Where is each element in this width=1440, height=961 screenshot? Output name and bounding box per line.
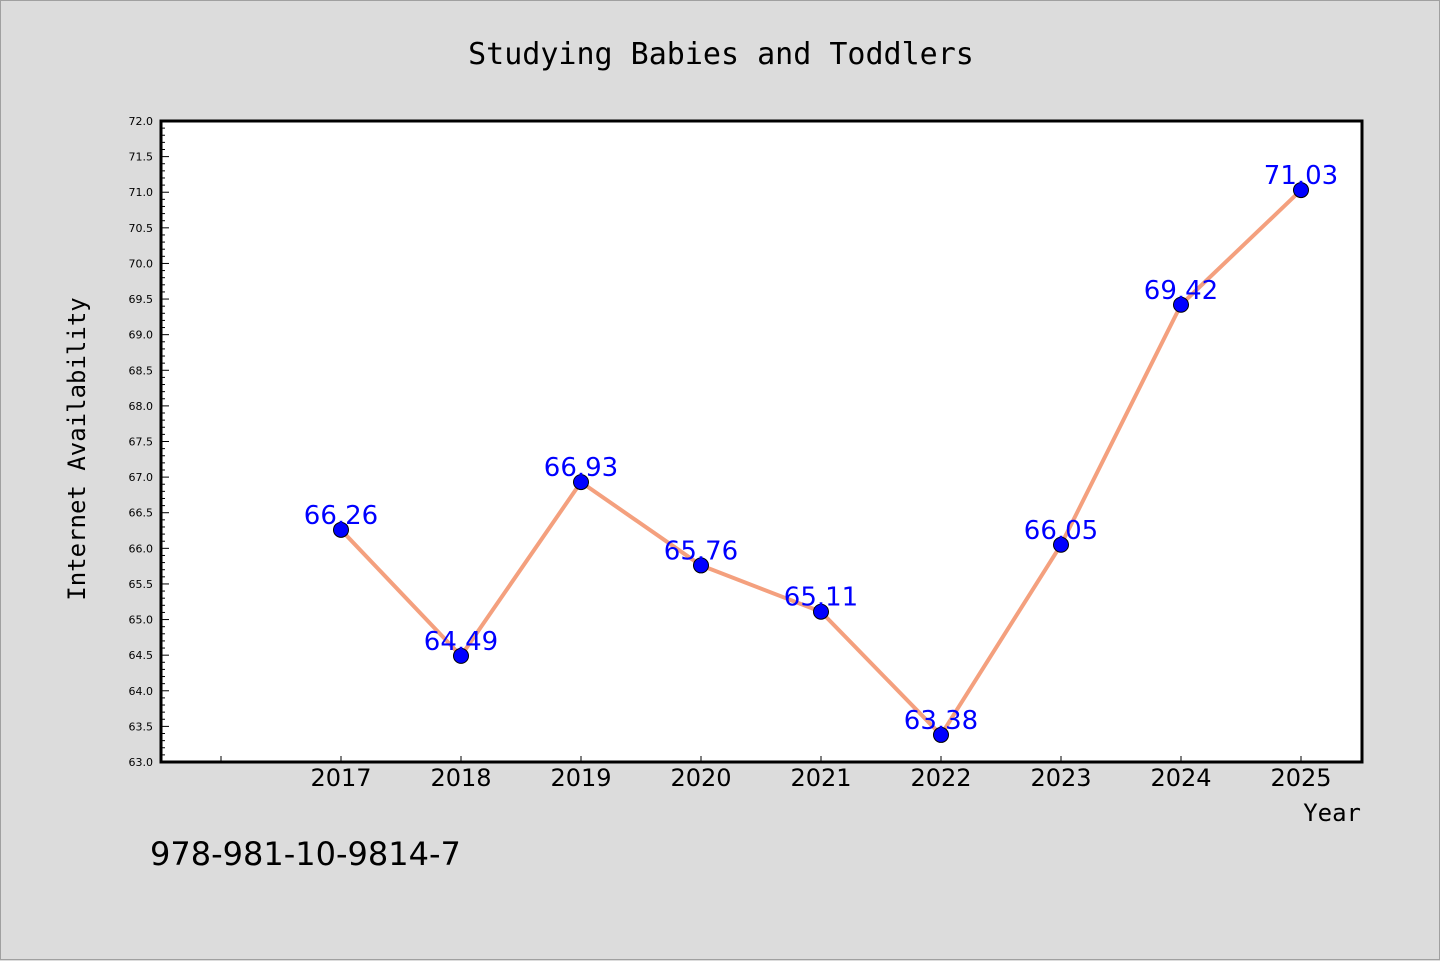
x-tick-label: 2017 — [310, 764, 371, 792]
data-point — [933, 726, 949, 743]
data-label: 71.03 — [1264, 161, 1338, 191]
y-tick-label: 64.5 — [129, 649, 154, 662]
y-tick-label: 67.0 — [129, 471, 154, 484]
y-tick-label: 68.0 — [129, 400, 154, 413]
x-axis-label: Year — [1303, 799, 1361, 827]
series-line — [333, 182, 1309, 743]
y-tick-label: 65.0 — [129, 614, 154, 627]
y-axis-label: Internet Availability — [63, 297, 91, 600]
data-labels: 66.26 64.49 66.93 65.76 65.11 63.38 66.05 69.42… — [304, 161, 1338, 736]
data-label: 69.42 — [1144, 276, 1218, 306]
data-label: 66.93 — [544, 453, 618, 483]
data-label: 66.26 — [304, 501, 378, 531]
y-tick-label: 63.0 — [129, 756, 154, 769]
plot-area — [159, 119, 1364, 764]
y-tick-label: 69.0 — [129, 329, 154, 342]
data-label: 64.49 — [424, 627, 498, 657]
x-axis: 2017 2018 2019 2020 2021 2022 2023 2024 2025 — [220, 756, 1332, 792]
x-tick-label: 2019 — [550, 764, 611, 792]
y-tick-label: 68.5 — [129, 364, 154, 377]
data-point — [1293, 182, 1309, 199]
chart-title: Studying Babies and Toddlers — [468, 37, 974, 72]
y-tick-label: 65.5 — [129, 578, 154, 591]
x-tick-label: 2021 — [790, 764, 851, 792]
x-tick-label: 2020 — [670, 764, 731, 792]
y-tick-label: 64.0 — [129, 685, 154, 698]
data-label: 66.05 — [1024, 516, 1098, 546]
data-point — [1053, 536, 1069, 553]
y-tick-label: 72.0 — [129, 115, 154, 128]
isbn-text: 978-981-10-9814-7 — [150, 835, 461, 873]
y-axis: 63.0 63.5 64.0 64.5 65.0 65.5 66.0 66.5 67.0 67.5… — [129, 115, 169, 769]
data-point — [333, 521, 349, 538]
data-point — [573, 474, 589, 491]
data-label: 65.11 — [784, 583, 858, 613]
data-point — [693, 557, 709, 574]
data-point — [813, 603, 829, 620]
x-tick-label: 2023 — [1030, 764, 1091, 792]
y-tick-label: 70.0 — [129, 257, 154, 270]
y-tick-label: 67.5 — [129, 436, 154, 449]
data-point — [453, 647, 469, 664]
y-tick-label: 63.5 — [129, 720, 154, 733]
y-tick-label: 71.5 — [129, 151, 154, 164]
data-point — [1173, 296, 1189, 313]
x-tick-label: 2024 — [1150, 764, 1211, 792]
y-tick-label: 66.5 — [129, 507, 154, 520]
y-tick-label: 70.5 — [129, 222, 154, 235]
y-tick-label: 71.0 — [129, 186, 154, 199]
x-tick-label: 2018 — [430, 764, 491, 792]
x-tick-label: 2022 — [910, 764, 971, 792]
y-tick-label: 66.0 — [129, 542, 154, 555]
x-tick-label: 2025 — [1270, 764, 1331, 792]
data-label: 65.76 — [664, 536, 738, 566]
data-label: 63.38 — [904, 706, 978, 736]
y-tick-label: 69.5 — [129, 293, 154, 306]
